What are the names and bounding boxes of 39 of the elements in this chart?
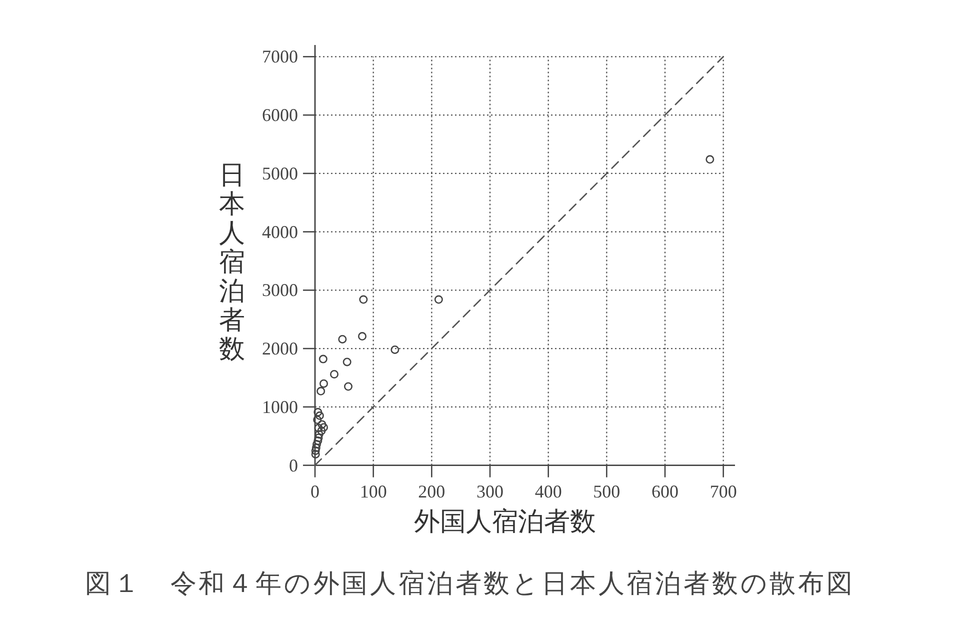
y-tick-label: 7000 — [262, 46, 298, 67]
x-tick-label: 700 — [710, 481, 737, 502]
y-tick-label: 3000 — [262, 280, 298, 300]
y-tick-label: 5000 — [262, 163, 298, 184]
point — [313, 416, 322, 424]
point — [706, 155, 714, 164]
point — [338, 334, 347, 344]
y-tick-label: 1000 — [262, 396, 298, 417]
point — [358, 332, 366, 341]
point — [342, 358, 352, 366]
point — [344, 382, 352, 391]
text: 図１ 令和４年の外国人宿泊者数と日本人宿泊者数の散布図 — [85, 569, 855, 598]
point — [320, 423, 328, 432]
x-tick-label: 500 — [593, 481, 620, 502]
y-tick-label: 4000 — [262, 222, 298, 242]
point — [315, 411, 324, 420]
x-tick-label: 300 — [476, 481, 504, 502]
point — [316, 386, 326, 396]
x-tick-label: 400 — [534, 481, 562, 502]
x-tick-label: 600 — [652, 481, 678, 502]
point — [390, 345, 400, 354]
point — [311, 450, 320, 458]
point — [311, 446, 320, 455]
y-axis-title: 日本人宿泊者数 — [219, 160, 245, 364]
point — [330, 370, 338, 378]
point — [317, 426, 326, 436]
x-tick-label: 200 — [418, 481, 446, 502]
point — [314, 408, 322, 416]
point — [320, 379, 328, 388]
y-tick-label: 0 — [289, 455, 298, 476]
point — [359, 295, 368, 304]
point — [318, 420, 326, 429]
x-tick-label: 0 — [310, 481, 320, 502]
x-axis-title: 外国人宿泊者数 — [414, 507, 596, 536]
point — [318, 354, 328, 364]
y-tick-label: 2000 — [262, 338, 298, 359]
x-tick-label: 100 — [360, 481, 387, 502]
y-tick-label: 6000 — [262, 105, 298, 126]
point — [434, 295, 443, 304]
